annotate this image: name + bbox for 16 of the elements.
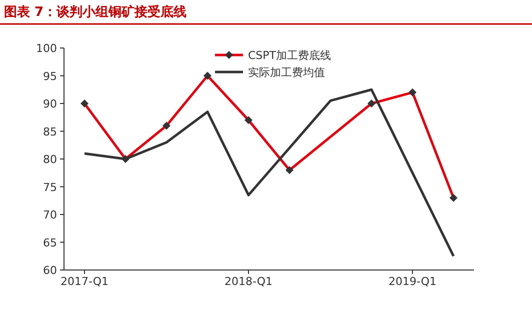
y-tick-label: 75 (43, 180, 57, 194)
y-tick-label: 100 (36, 42, 57, 55)
y-tick-label: 90 (43, 98, 57, 110)
y-tick-label: 80 (43, 153, 57, 166)
legend-label: 实际加工费均值 (248, 66, 325, 79)
y-tick-label: 60 (43, 264, 57, 277)
y-tick-label: 70 (43, 208, 57, 222)
legend-label: CSPT加工费底线 (248, 49, 332, 62)
chart-title: 图表 7：谈判小组铜矿接受底线 (4, 4, 187, 20)
y-tick-label: 65 (43, 236, 57, 250)
line-series (83, 88, 455, 258)
x-tick-label: 2017-Q1 (60, 275, 109, 288)
y-tick-label: 95 (43, 70, 57, 83)
y-tick-label: 85 (43, 125, 57, 138)
x-tick-label: 2019-Q1 (388, 275, 437, 288)
x-tick-label: 2018-Q1 (224, 275, 273, 288)
